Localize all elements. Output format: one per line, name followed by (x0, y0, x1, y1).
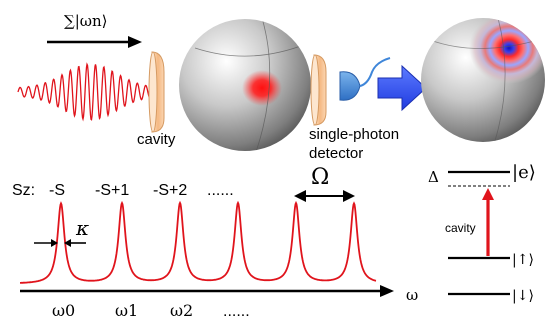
axis-label: ω (406, 286, 418, 304)
excited-label: |e⟩ (512, 162, 536, 183)
bloch-sphere-final (421, 18, 545, 142)
peak-label-3: ...... (207, 182, 234, 199)
sz-label: Sz: (12, 182, 35, 199)
freq-label-2: ω2 (170, 301, 193, 320)
cavity-transition-arrow (482, 188, 494, 256)
incoming-pulse-wave (17, 62, 151, 122)
cavity-mirror-left (148, 51, 165, 133)
cavity-label: cavity (137, 131, 176, 148)
peak-label-0: -S (49, 182, 65, 199)
omega-spacing-arrow (294, 190, 355, 202)
red-spot (242, 70, 282, 106)
omega-label: Ω (311, 165, 329, 190)
sum-arrow (47, 36, 142, 48)
detector-icon (339, 57, 391, 101)
cavity-mirror-right (310, 54, 327, 126)
up-label: |↑⟩ (512, 252, 534, 268)
peak-label-2: -S+2 (153, 182, 187, 199)
freq-label-0: ω0 (52, 301, 75, 320)
peak-label-1: -S+1 (95, 182, 129, 199)
measurement-arrow (377, 64, 427, 112)
down-label: |↓⟩ (512, 288, 534, 304)
delta-label: Δ (428, 168, 439, 186)
frequency-axis (20, 285, 394, 297)
levels-cavity-label: cavity (445, 221, 476, 235)
kappa-label: κ (75, 216, 89, 240)
cavity-transmission-peaks (20, 200, 377, 284)
detector-label-line1: single-photon (309, 126, 399, 143)
bloch-sphere-initial (179, 19, 311, 151)
freq-label-1: ω1 (115, 301, 138, 320)
detector-label-line2: detector (309, 145, 363, 162)
kappa-width-arrows (34, 239, 86, 247)
sum-label: ∑|ωn⟩ (64, 12, 108, 30)
freq-label-3: ...... (223, 303, 250, 320)
